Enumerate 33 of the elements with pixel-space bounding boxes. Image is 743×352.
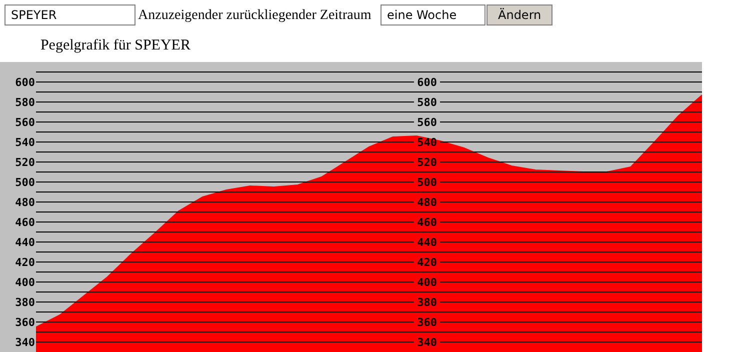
y2-tick-label: 480 xyxy=(15,196,35,209)
y-tick-label: 500 xyxy=(417,176,437,189)
y-tick-label: 600 xyxy=(417,76,437,89)
y2-tick-label: 420 xyxy=(15,256,35,269)
y-tick-label: 580 xyxy=(417,96,437,109)
y2-tick-label: 400 xyxy=(15,276,35,289)
y-tick-label: 360 xyxy=(417,316,437,329)
y-tick-label: 480 xyxy=(417,196,437,209)
y-tick-label: 460 xyxy=(417,216,437,229)
y2-tick-label: 460 xyxy=(15,216,35,229)
y-tick-label: 440 xyxy=(417,236,437,249)
text: SPEYER xyxy=(11,8,57,22)
text: Anzuzeigender zurückliegender Zeitraum xyxy=(138,8,372,23)
y2-tick-label: 500 xyxy=(15,176,35,189)
y-tick-label: 380 xyxy=(417,296,437,309)
y-tick-label: 540 xyxy=(417,136,437,149)
y2-tick-label: 360 xyxy=(15,316,35,329)
text: Ändern xyxy=(498,8,542,22)
y2-tick-label: 540 xyxy=(15,136,35,149)
chart-title: Pegelgrafik für SPEYER xyxy=(40,37,190,54)
y-tick-label: 420 xyxy=(417,256,437,269)
y2-tick-label: 440 xyxy=(15,236,35,249)
y2-tick-label: 560 xyxy=(15,116,35,129)
y2-tick-label: 580 xyxy=(15,96,35,109)
y2-tick-label: 340 xyxy=(15,336,35,349)
y-tick-label: 560 xyxy=(417,116,437,129)
text: eine Woche xyxy=(387,8,457,22)
y-tick-label: 400 xyxy=(417,276,437,289)
y2-tick-label: 600 xyxy=(15,76,35,89)
y2-tick-label: 380 xyxy=(15,296,35,309)
y2-tick-label: 520 xyxy=(15,156,35,169)
y-tick-label: 340 xyxy=(417,336,437,349)
y-tick-label: 520 xyxy=(417,156,437,169)
